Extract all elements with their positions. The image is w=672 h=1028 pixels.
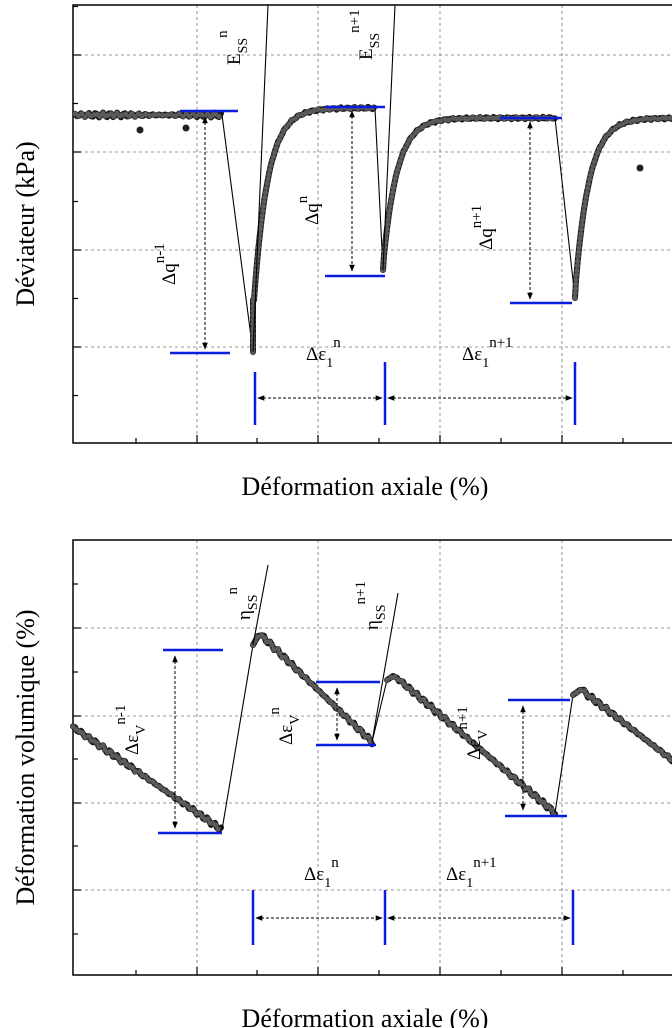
dip [636, 164, 644, 172]
curve-beads [250, 632, 375, 747]
connector [371, 592, 399, 743]
connector [252, 564, 269, 646]
annotation-sup: n [225, 586, 241, 594]
annotation: ESS n [215, 30, 251, 65]
annotation: ηSS n [225, 586, 261, 620]
curve-beads [72, 108, 224, 122]
curve [250, 632, 375, 748]
annotation-sup: n-1 [152, 243, 168, 263]
annotation-sub: V [134, 725, 149, 735]
connector [252, 4, 269, 353]
annotation-sub: 1 [326, 356, 333, 371]
annotation: Δqn [295, 195, 323, 225]
annotation-base: Δε [306, 344, 326, 365]
annotation: Δε1n+1 [462, 335, 513, 371]
curve-beads [250, 103, 377, 355]
connector [221, 114, 254, 353]
annotation-sub: SS [246, 594, 261, 610]
annotation-sup: n+1 [473, 855, 496, 871]
x-axis-label: Déformation axiale (%) [242, 1004, 489, 1028]
annotation: Δqn+1 [469, 205, 497, 250]
annotation-base: Δq [476, 228, 497, 250]
connector [382, 4, 396, 271]
curve-beads [380, 113, 558, 273]
annotation-sup: n [215, 30, 231, 38]
annotation: Δε1n [304, 855, 339, 891]
annotation-sup: n [295, 195, 311, 203]
annotation: ΔεVn+1 [455, 706, 491, 760]
annotation-base: Δε [276, 725, 297, 745]
connector [221, 644, 254, 831]
annotation-base: η [362, 620, 383, 630]
connector [371, 679, 388, 743]
annotation-base: Δε [446, 864, 466, 885]
annotation-base: E [356, 48, 377, 60]
annotation: ESS n+1 [347, 9, 383, 60]
annotation-base: Δε [464, 740, 485, 760]
annotation-base: Δε [304, 864, 324, 885]
annotation-sub: V [476, 730, 491, 740]
annotation: Δqn-1 [152, 243, 180, 285]
annotation: ΔεVn [267, 707, 303, 745]
connector [554, 117, 576, 299]
annotation-base: η [234, 610, 255, 620]
curve-beads [570, 687, 672, 764]
annotation-sub: SS [368, 33, 383, 49]
curve-beads [384, 673, 558, 817]
annotation: ηSS n+1 [353, 581, 389, 630]
plot-frame [72, 4, 672, 444]
annotation-sub: SS [236, 38, 251, 54]
annotation-sup: n [333, 335, 341, 351]
dip [136, 126, 144, 134]
annotation-sup: n+1 [455, 706, 471, 729]
annotation-sub: V [288, 715, 303, 725]
connector [374, 107, 384, 271]
annotation-sub: SS [374, 604, 389, 620]
annotation-base: Δq [159, 263, 180, 285]
annotation-sup: n [331, 855, 339, 871]
curve [572, 114, 672, 301]
annotation: ΔεVn-1 [113, 705, 149, 755]
y-axis-label: Déviateur (kPa) [11, 141, 40, 306]
curve [250, 103, 377, 355]
annotation: Δε1n+1 [446, 855, 497, 891]
annotation-base: Δε [462, 344, 482, 365]
annotation-sub: 1 [482, 356, 489, 371]
x-axis-label: Déformation axiale (%) [242, 472, 489, 501]
annotation-base: Δq [302, 203, 323, 225]
annotation-sup: n-1 [113, 705, 129, 725]
curve-beads [70, 723, 224, 834]
annotation-sup: n [267, 707, 283, 715]
curve-beads [572, 114, 672, 301]
dip [182, 124, 190, 132]
y-axis-label: Déformation volumique (%) [11, 609, 40, 905]
annotation-base: Δε [122, 735, 143, 755]
annotation-sup: n+1 [353, 581, 369, 604]
annotation-sub: 1 [466, 876, 473, 891]
annotation-base: E [224, 53, 245, 65]
annotation-sup: n+1 [469, 205, 485, 228]
annotation: Δε1n [306, 335, 341, 371]
connector [554, 694, 574, 814]
plot-frame [72, 539, 672, 976]
annotation-sup: n+1 [489, 335, 512, 351]
annotation-sup: n+1 [347, 9, 363, 32]
annotation-sub: 1 [324, 876, 331, 891]
